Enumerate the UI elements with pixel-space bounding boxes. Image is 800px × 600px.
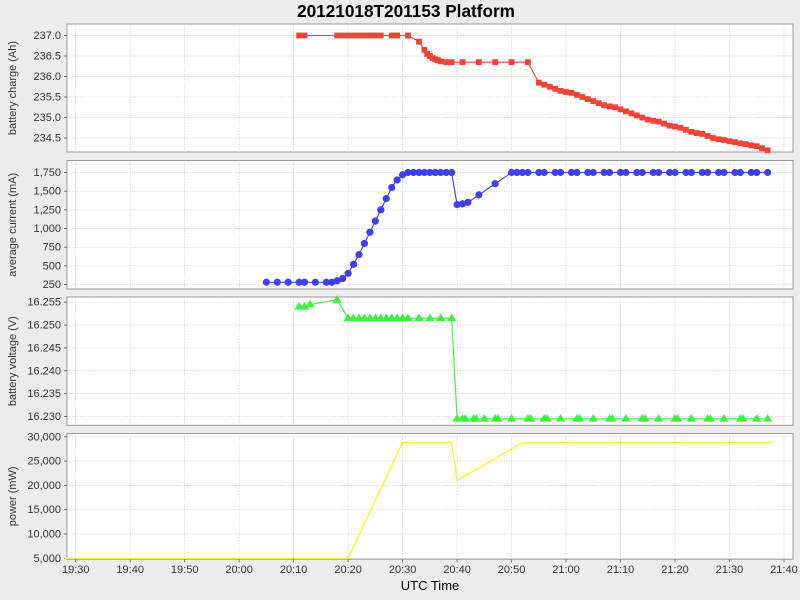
svg-text:10,000: 10,000: [27, 528, 61, 540]
svg-text:15,000: 15,000: [27, 504, 61, 516]
svg-text:16.255: 16.255: [27, 297, 61, 309]
svg-text:19:30: 19:30: [62, 564, 90, 576]
svg-text:16.235: 16.235: [27, 388, 61, 400]
svg-text:20,000: 20,000: [27, 480, 61, 492]
svg-text:battery voltage (V): battery voltage (V): [7, 316, 19, 406]
svg-text:20:20: 20:20: [334, 564, 362, 576]
svg-text:500: 500: [43, 260, 61, 272]
svg-text:19:40: 19:40: [116, 564, 144, 576]
svg-text:25,000: 25,000: [27, 456, 61, 468]
svg-text:1,750: 1,750: [33, 167, 61, 179]
svg-text:20:30: 20:30: [389, 564, 417, 576]
svg-text:20:00: 20:00: [225, 564, 253, 576]
svg-text:235.0: 235.0: [33, 112, 61, 124]
svg-text:average current (mA): average current (mA): [7, 173, 19, 277]
svg-text:21:00: 21:00: [552, 564, 580, 576]
svg-text:235.5: 235.5: [33, 92, 61, 104]
svg-text:19:50: 19:50: [171, 564, 199, 576]
svg-text:21:10: 21:10: [607, 564, 635, 576]
svg-text:250: 250: [43, 279, 61, 291]
svg-text:16.240: 16.240: [27, 365, 61, 377]
svg-text:1,500: 1,500: [33, 186, 61, 198]
svg-text:UTC Time: UTC Time: [401, 578, 460, 593]
svg-text:237.0: 237.0: [33, 30, 61, 42]
svg-text:750: 750: [43, 242, 61, 254]
svg-text:5,000: 5,000: [33, 553, 61, 565]
svg-text:21:20: 21:20: [661, 564, 689, 576]
svg-text:power (mW): power (mW): [7, 466, 19, 526]
svg-text:234.5: 234.5: [33, 133, 61, 145]
svg-text:16.250: 16.250: [27, 320, 61, 332]
svg-text:1,000: 1,000: [33, 223, 61, 235]
svg-text:21:30: 21:30: [716, 564, 744, 576]
svg-text:16.230: 16.230: [27, 411, 61, 423]
svg-text:20:40: 20:40: [443, 564, 471, 576]
svg-text:21:40: 21:40: [770, 564, 798, 576]
svg-text:20:10: 20:10: [280, 564, 308, 576]
svg-text:236.5: 236.5: [33, 51, 61, 63]
svg-text:20:50: 20:50: [498, 564, 526, 576]
svg-text:battery charge (Ah): battery charge (Ah): [7, 41, 19, 135]
svg-text:236.0: 236.0: [33, 71, 61, 83]
svg-text:16.245: 16.245: [27, 342, 61, 354]
svg-text:20121018T201153 Platform: 20121018T201153 Platform: [297, 1, 515, 21]
svg-text:1,250: 1,250: [33, 204, 61, 216]
svg-text:30,000: 30,000: [27, 431, 61, 443]
